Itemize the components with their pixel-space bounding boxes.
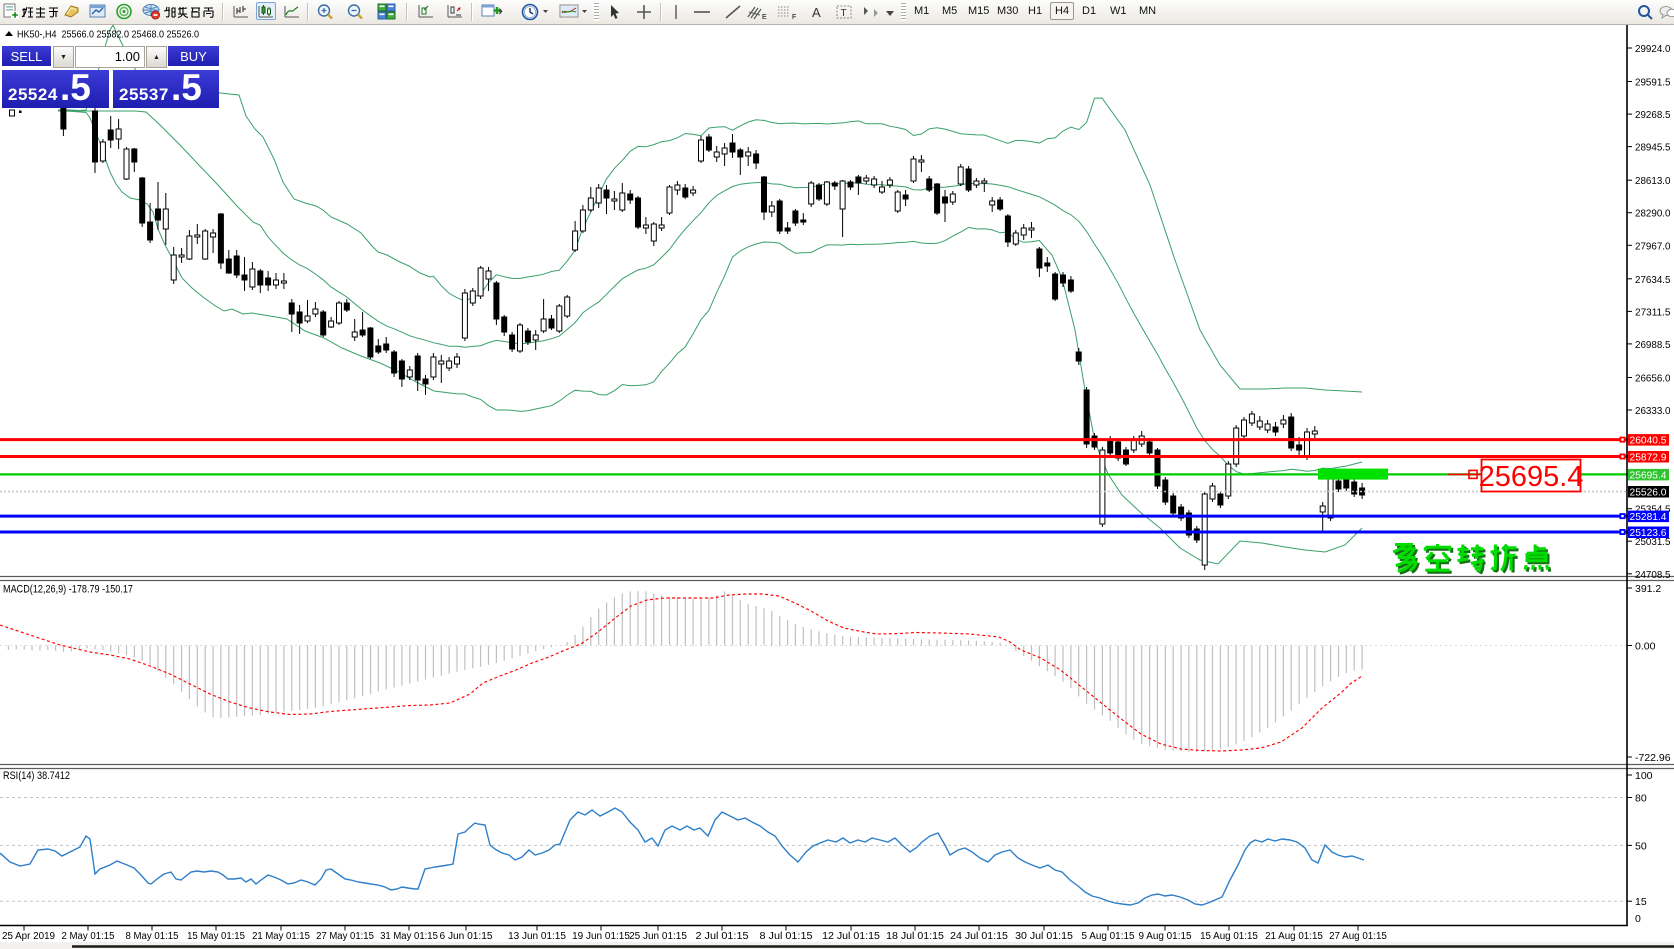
svg-text:25123.6: 25123.6 (1630, 528, 1667, 539)
svg-text:MACD(12,26,9) -178.79 -150.17: MACD(12,26,9) -178.79 -150.17 (3, 584, 133, 596)
svg-text:T: T (841, 8, 847, 19)
svg-text:27634.5: 27634.5 (1635, 274, 1671, 286)
svg-text:15 Aug 01:15: 15 Aug 01:15 (1200, 931, 1258, 942)
svg-text:50: 50 (1635, 840, 1647, 852)
svg-text:26333.0: 26333.0 (1635, 405, 1671, 417)
svg-text:21 May 01:15: 21 May 01:15 (252, 931, 310, 942)
svg-text:2 May 01:15: 2 May 01:15 (62, 931, 115, 942)
svg-text:24708.5: 24708.5 (1635, 569, 1671, 581)
svg-text:25695.4: 25695.4 (1630, 470, 1667, 481)
svg-text:25281.4: 25281.4 (1630, 512, 1667, 523)
svg-text:12 Jul 01:15: 12 Jul 01:15 (822, 931, 880, 942)
svg-text:9 Aug 01:15: 9 Aug 01:15 (1139, 931, 1192, 942)
svg-text:15: 15 (1635, 896, 1647, 908)
svg-text:25 Apr 2019: 25 Apr 2019 (2, 931, 55, 942)
svg-text:HK50-,H4 25566.0 25582.0 2546: HK50-,H4 25566.0 25582.0 25468.0 25526.0 (17, 30, 199, 41)
svg-text:26988.5: 26988.5 (1635, 339, 1671, 351)
svg-text:19 Jun 01:15: 19 Jun 01:15 (572, 931, 630, 942)
svg-text:31 May 01:15: 31 May 01:15 (380, 931, 438, 942)
svg-text:RSI(14) 38.7412: RSI(14) 38.7412 (3, 770, 70, 782)
svg-text:27967.0: 27967.0 (1635, 240, 1671, 252)
svg-text:24 Jul 01:15: 24 Jul 01:15 (950, 931, 1008, 942)
svg-text:26040.5: 26040.5 (1630, 436, 1667, 447)
svg-text:29924.0: 29924.0 (1635, 43, 1671, 55)
svg-text:E: E (762, 14, 767, 21)
svg-text:29591.5: 29591.5 (1635, 77, 1671, 89)
svg-text:2 Jul 01:15: 2 Jul 01:15 (696, 931, 749, 942)
svg-text:6 Jun 01:15: 6 Jun 01:15 (440, 931, 493, 942)
svg-text:0: 0 (1635, 913, 1641, 925)
svg-text:27 May 01:15: 27 May 01:15 (316, 931, 374, 942)
svg-text:25 Jun 01:15: 25 Jun 01:15 (629, 931, 687, 942)
svg-text:21 Aug 01:15: 21 Aug 01:15 (1265, 931, 1323, 942)
svg-text:27311.5: 27311.5 (1635, 306, 1671, 318)
svg-text:25526.0: 25526.0 (1630, 487, 1667, 498)
svg-text:5 Aug 01:15: 5 Aug 01:15 (1082, 931, 1135, 942)
svg-text:391.2: 391.2 (1635, 583, 1661, 595)
svg-text:28290.0: 28290.0 (1635, 208, 1671, 220)
svg-text:25031.5: 25031.5 (1635, 536, 1671, 548)
svg-text:18 Jul 01:15: 18 Jul 01:15 (886, 931, 944, 942)
svg-text:80: 80 (1635, 793, 1647, 805)
svg-text:25695.4: 25695.4 (1479, 461, 1584, 493)
svg-text:A: A (812, 5, 821, 20)
svg-text:8 Jul 01:15: 8 Jul 01:15 (760, 931, 813, 942)
svg-text:15 May 01:15: 15 May 01:15 (187, 931, 245, 942)
svg-text:25872.9: 25872.9 (1630, 452, 1667, 463)
svg-text:28613.0: 28613.0 (1635, 175, 1671, 187)
svg-text:26656.0: 26656.0 (1635, 373, 1671, 385)
svg-text:28945.5: 28945.5 (1635, 142, 1671, 154)
svg-text:F: F (792, 14, 796, 21)
svg-text:0.00: 0.00 (1635, 641, 1656, 653)
svg-text:13 Jun 01:15: 13 Jun 01:15 (508, 931, 566, 942)
svg-text:30 Jul 01:15: 30 Jul 01:15 (1015, 931, 1073, 942)
svg-text:100: 100 (1635, 770, 1653, 782)
svg-text:27 Aug 01:15: 27 Aug 01:15 (1329, 931, 1387, 942)
svg-text:8 May 01:15: 8 May 01:15 (126, 931, 179, 942)
svg-text:29268.5: 29268.5 (1635, 109, 1671, 121)
svg-text:-722.96: -722.96 (1635, 752, 1671, 764)
